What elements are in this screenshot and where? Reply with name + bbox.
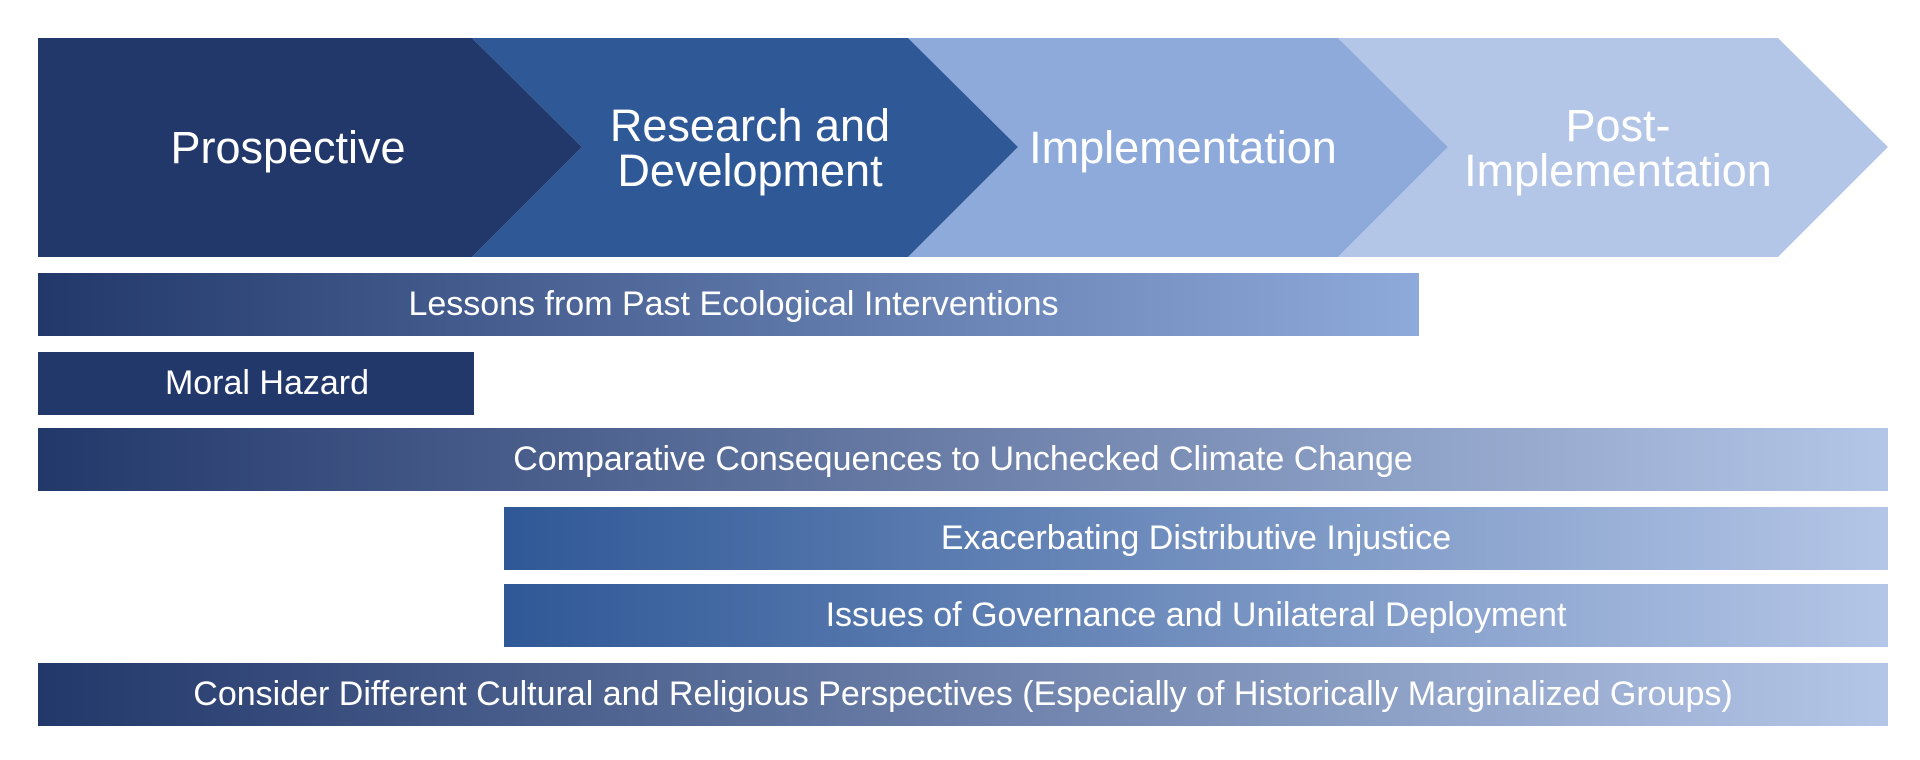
phase-text: Prospective bbox=[170, 122, 406, 173]
consideration-label: Comparative Consequences to Unchecked Cl… bbox=[513, 440, 1413, 478]
consideration-label: Lessons from Past Ecological Interventio… bbox=[408, 285, 1059, 323]
phase-label-implementation: Implementation bbox=[968, 38, 1398, 257]
phase-text: Post- Implementation bbox=[1464, 99, 1772, 196]
chevron-post-implementation bbox=[1338, 38, 1888, 257]
consideration-bar-cultural-religious-perspectives: Consider Different Cultural and Religiou… bbox=[38, 663, 1888, 726]
consideration-bar-comparative-consequences: Comparative Consequences to Unchecked Cl… bbox=[38, 428, 1888, 491]
phase-label-prospective: Prospective bbox=[38, 38, 538, 257]
phase-text: Research and Development bbox=[609, 99, 891, 196]
phase-label-post-implementation: Post- Implementation bbox=[1398, 38, 1838, 257]
consideration-label: Issues of Governance and Unilateral Depl… bbox=[825, 596, 1567, 634]
consideration-label: Moral Hazard bbox=[164, 364, 370, 402]
consideration-bar-governance: Issues of Governance and Unilateral Depl… bbox=[504, 584, 1888, 647]
phase-chevrons bbox=[38, 38, 1888, 257]
consideration-label: Consider Different Cultural and Religiou… bbox=[193, 675, 1733, 713]
chevron-research-and-development bbox=[472, 38, 1018, 257]
chevron-prospective bbox=[38, 38, 582, 257]
consideration-bar-moral-hazard: Moral Hazard bbox=[38, 352, 474, 415]
phase-text: Implementation bbox=[1029, 122, 1337, 173]
consideration-bar-distributive-injustice: Exacerbating Distributive Injustice bbox=[504, 507, 1888, 570]
chevron-implementation bbox=[908, 38, 1448, 257]
phase-label-research-and-development: Research and Development bbox=[532, 38, 968, 257]
consideration-label: Exacerbating Distributive Injustice bbox=[940, 519, 1452, 557]
consideration-bar-lessons-from-past: Lessons from Past Ecological Interventio… bbox=[38, 273, 1419, 336]
